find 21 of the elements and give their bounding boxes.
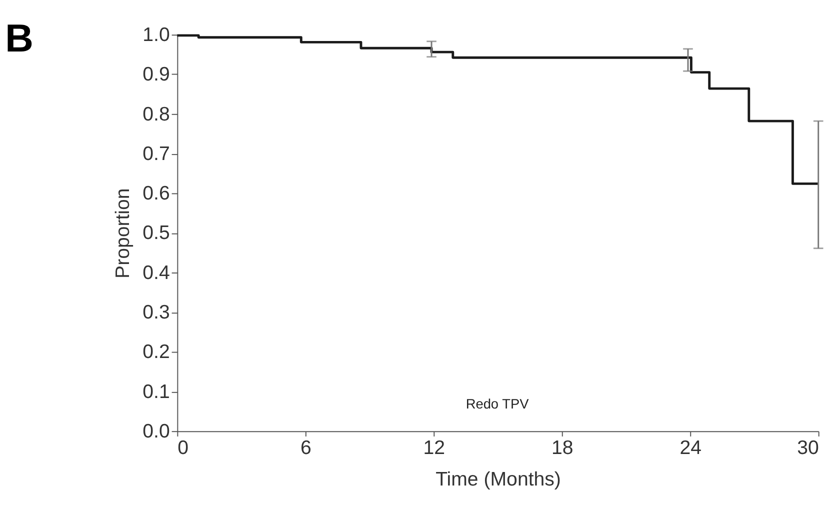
y-tick-label: 0.4: [142, 262, 170, 284]
x-tick-label: 6: [300, 437, 312, 460]
y-tick-label: 0.2: [142, 341, 170, 364]
y-tick-label: 0.9: [142, 64, 170, 86]
x-axis-title: Time (Months): [436, 468, 561, 490]
y-tick-label: 0.6: [142, 182, 170, 205]
y-tick-label: 0.5: [142, 222, 170, 244]
x-tick-label: 24: [680, 437, 702, 460]
y-tick-label: 0.8: [142, 103, 170, 126]
y-tick-label: 0.3: [142, 302, 170, 324]
y-tick-label: 0.0: [142, 420, 170, 442]
y-axis-title: Proportion: [112, 188, 134, 278]
x-tick-label: 30: [797, 437, 819, 460]
y-tick-label: 0.1: [142, 380, 170, 403]
x-tick-label: 0: [178, 437, 189, 460]
annotation: Redo TPV: [466, 396, 530, 412]
chart-title: B: [5, 17, 34, 60]
y-tick-label: 1.0: [142, 24, 170, 46]
y-tick-label: 0.7: [142, 142, 170, 165]
x-tick-label: 18: [551, 437, 574, 460]
x-tick-label: 12: [423, 437, 446, 460]
